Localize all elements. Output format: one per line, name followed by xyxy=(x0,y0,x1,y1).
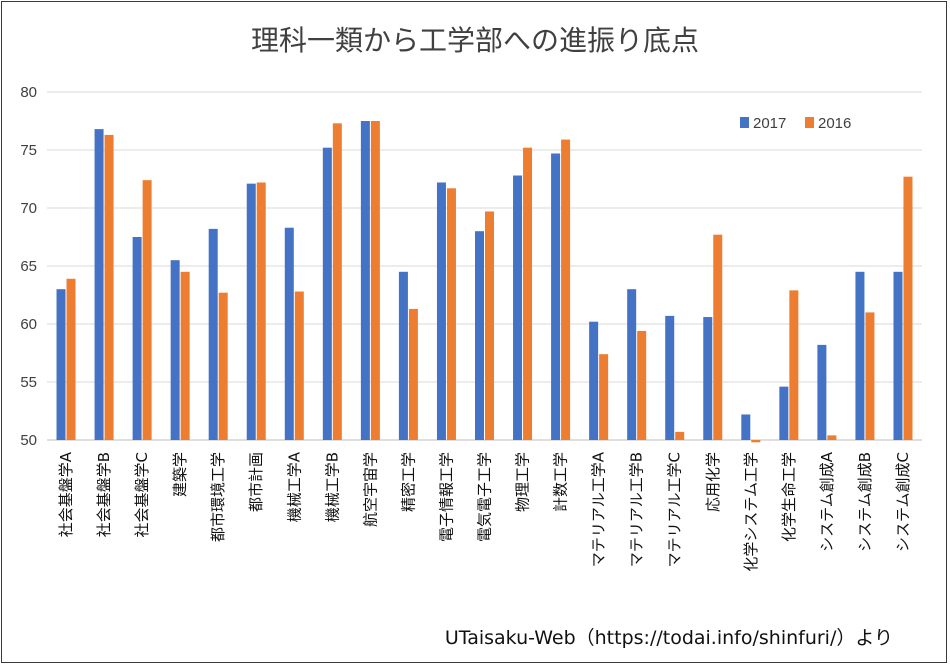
y-axis: 50 55 60 65 70 75 80 xyxy=(20,84,37,449)
y-tick-label: 60 xyxy=(20,316,37,333)
bar-2016 xyxy=(713,234,723,440)
bars xyxy=(56,121,913,443)
legend-swatch-2017 xyxy=(740,117,749,128)
bar-2016 xyxy=(827,435,837,440)
bar-2016 xyxy=(332,123,342,440)
x-tick-label: 物理工学 xyxy=(514,452,532,512)
x-tick-label: システム創成C xyxy=(894,452,912,552)
bar-2016 xyxy=(370,121,380,440)
bar-2017 xyxy=(665,315,675,440)
x-tick-label: マテリアル工学B xyxy=(628,452,646,567)
bar-2017 xyxy=(132,237,142,440)
x-tick-label: 応用化学 xyxy=(704,452,722,512)
bar-2016 xyxy=(104,134,114,441)
x-tick-label: 機械工学B xyxy=(323,452,341,522)
legend: 2017 2016 xyxy=(740,115,851,132)
x-tick-label: 電気電子工学 xyxy=(476,452,494,542)
bar-2017 xyxy=(589,321,599,440)
bar-2016 xyxy=(599,354,609,440)
legend-label: 2017 xyxy=(753,115,786,132)
bar-2017 xyxy=(208,228,218,440)
x-tick-label: マテリアル工学C xyxy=(666,452,684,567)
bar-2017 xyxy=(855,271,865,440)
bar-2016 xyxy=(561,139,571,440)
bar-2017 xyxy=(436,182,446,441)
bar-2017 xyxy=(284,227,294,440)
bar-2017 xyxy=(551,153,561,441)
bar-2016 xyxy=(523,147,533,440)
bar-2016 xyxy=(751,440,761,443)
bar-2016 xyxy=(142,180,152,440)
x-tick-label: 社会基盤学B xyxy=(95,452,113,537)
y-tick-label: 50 xyxy=(20,432,37,449)
bar-2016 xyxy=(789,290,799,440)
bar-2017 xyxy=(817,344,827,440)
bar-2017 xyxy=(779,386,789,440)
bar-2017 xyxy=(360,121,370,440)
bar-2017 xyxy=(56,289,66,440)
bar-2016 xyxy=(675,431,685,440)
x-tick-label: 化学生命工学 xyxy=(780,452,798,542)
bar-2016 xyxy=(485,211,494,440)
bar-2017 xyxy=(94,129,104,440)
bar-2017 xyxy=(475,231,484,440)
x-tick-label: マテリアル工学A xyxy=(590,451,608,567)
source-note: UTaisaku-Web（https://todai.info/shinfuri… xyxy=(445,627,893,649)
x-tick-label: 建築学 xyxy=(171,452,189,497)
x-tick-label: システム創成B xyxy=(856,452,874,552)
x-tick-label: 化学システム工学 xyxy=(742,452,760,572)
bar-2016 xyxy=(903,176,913,440)
legend-swatch-2016 xyxy=(805,117,814,128)
bar-2017 xyxy=(170,260,180,440)
bar-2016 xyxy=(218,292,228,440)
x-tick-label: システム創成A xyxy=(818,451,836,552)
legend-label: 2016 xyxy=(818,115,851,132)
bar-2017 xyxy=(246,183,256,440)
bar-2016 xyxy=(66,278,76,440)
y-tick-label: 55 xyxy=(20,374,37,391)
bar-2017 xyxy=(703,317,713,440)
x-tick-label: 精密工学 xyxy=(399,452,417,512)
bar-2016 xyxy=(256,182,266,441)
bar-2016 xyxy=(408,308,418,440)
bar-2016 xyxy=(637,330,647,440)
x-tick-label: 都市環境工学 xyxy=(209,452,227,542)
gridlines xyxy=(47,91,922,441)
y-tick-label: 75 xyxy=(20,142,37,159)
bar-2017 xyxy=(893,271,903,440)
x-tick-label: 計数工学 xyxy=(552,452,570,512)
bar-2017 xyxy=(627,289,637,440)
bar-2016 xyxy=(865,312,875,440)
bar-2017 xyxy=(513,175,523,440)
bar-2016 xyxy=(294,291,304,440)
y-tick-label: 70 xyxy=(20,200,37,217)
x-tick-label: 都市計画 xyxy=(247,452,265,512)
bar-2016 xyxy=(180,271,190,440)
y-tick-label: 80 xyxy=(20,84,37,101)
x-tick-label: 社会基盤学A xyxy=(57,451,75,537)
bar-2016 xyxy=(446,188,456,440)
x-tick-label: 電子情報工学 xyxy=(437,452,455,542)
bar-2017 xyxy=(398,271,408,440)
bar-2017 xyxy=(741,414,751,440)
x-tick-label: 航空宇宙学 xyxy=(361,452,379,527)
chart-title: 理科一類から工学部への進振り底点 xyxy=(251,24,699,57)
x-tick-label: 社会基盤学C xyxy=(133,452,151,537)
y-tick-label: 65 xyxy=(20,258,37,275)
bar-2017 xyxy=(322,147,332,440)
x-tick-label: 機械工学A xyxy=(285,451,303,522)
x-axis: 社会基盤学A 社会基盤学B 社会基盤学C 建築学 都市環境工学 都市計画 機械工学A 機械工学… xyxy=(57,451,912,571)
